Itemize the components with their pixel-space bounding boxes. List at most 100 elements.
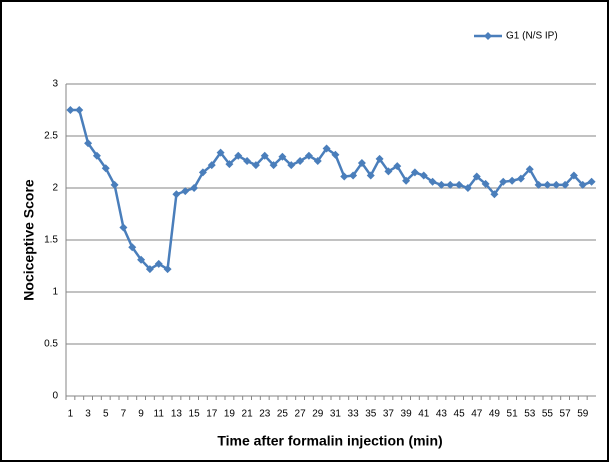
data-point xyxy=(569,171,578,180)
data-point xyxy=(578,180,587,189)
data-point xyxy=(490,190,499,199)
x-tick-label: 39 xyxy=(401,409,413,420)
data-point xyxy=(552,180,561,189)
data-point xyxy=(216,148,225,157)
data-point xyxy=(375,154,384,163)
x-tick-label: 25 xyxy=(277,409,289,420)
data-point xyxy=(92,151,101,160)
data-point xyxy=(198,168,207,177)
data-point xyxy=(101,164,110,173)
data-point xyxy=(402,176,411,185)
y-tick-label: 0 xyxy=(52,391,58,402)
data-point xyxy=(534,180,543,189)
data-point xyxy=(340,172,349,181)
data-point xyxy=(410,168,419,177)
x-tick-label: 9 xyxy=(138,409,144,420)
data-point xyxy=(304,151,313,160)
data-point xyxy=(472,172,481,181)
data-point xyxy=(357,159,366,168)
x-tick-label: 45 xyxy=(454,409,466,420)
x-tick-label: 7 xyxy=(121,409,127,420)
x-tick-label: 19 xyxy=(224,409,236,420)
data-point xyxy=(313,156,322,165)
data-point xyxy=(499,177,508,186)
x-tick-label: 37 xyxy=(383,409,395,420)
data-point xyxy=(446,180,455,189)
x-tick-label: 5 xyxy=(103,409,109,420)
data-point xyxy=(428,177,437,186)
data-point xyxy=(75,106,84,114)
data-point xyxy=(243,156,252,165)
data-point xyxy=(154,259,163,268)
x-tick-label: 33 xyxy=(348,409,360,420)
data-point xyxy=(269,161,278,170)
data-point xyxy=(481,179,490,188)
data-point xyxy=(84,139,93,148)
legend-label: G1 (N/S IP) xyxy=(506,31,558,42)
x-tick-label: 3 xyxy=(85,409,91,420)
data-point xyxy=(384,167,393,176)
data-point xyxy=(128,243,137,252)
data-point xyxy=(172,190,181,199)
data-point xyxy=(516,174,525,183)
x-tick-label: 41 xyxy=(418,409,430,420)
x-tick-label: 35 xyxy=(365,409,377,420)
x-tick-label: 1 xyxy=(68,409,74,420)
data-point xyxy=(296,156,305,165)
data-point xyxy=(163,265,172,274)
data-point xyxy=(543,180,552,189)
y-tick-label: 3 xyxy=(52,79,58,90)
data-point xyxy=(437,180,446,189)
y-axis-title: Nociceptive Score xyxy=(21,179,37,301)
data-point xyxy=(66,106,75,114)
x-axis-title: Time after formalin injection (min) xyxy=(217,433,442,449)
data-point xyxy=(234,151,243,160)
data-point xyxy=(463,184,472,192)
data-point xyxy=(366,171,375,180)
data-point xyxy=(349,171,358,180)
x-tick-label: 57 xyxy=(560,409,572,420)
y-tick-label: 0.5 xyxy=(44,339,58,350)
data-point xyxy=(278,152,287,161)
y-tick-label: 2 xyxy=(52,183,58,194)
y-tick-label: 1 xyxy=(52,287,58,298)
x-tick-label: 27 xyxy=(295,409,307,420)
data-point xyxy=(287,161,296,170)
x-tick-label: 13 xyxy=(171,409,183,420)
x-tick-label: 11 xyxy=(154,409,165,420)
legend-marker xyxy=(484,32,492,40)
data-point xyxy=(207,161,216,170)
x-tick-label: 23 xyxy=(259,409,271,420)
data-point xyxy=(260,151,269,160)
data-point xyxy=(331,150,340,159)
x-tick-label: 51 xyxy=(507,409,519,420)
x-tick-label: 55 xyxy=(542,409,554,420)
data-point xyxy=(181,187,190,196)
data-point xyxy=(587,177,596,186)
data-point xyxy=(508,176,517,185)
data-point xyxy=(137,255,146,264)
x-tick-label: 47 xyxy=(471,409,483,420)
x-tick-label: 49 xyxy=(489,409,501,420)
x-tick-label: 53 xyxy=(524,409,536,420)
data-point xyxy=(119,223,128,232)
data-point xyxy=(251,161,260,170)
data-point xyxy=(110,180,119,189)
x-tick-label: 31 xyxy=(330,409,342,420)
data-point xyxy=(419,171,428,180)
data-point xyxy=(322,144,331,153)
data-point xyxy=(190,184,199,192)
data-point xyxy=(225,160,234,169)
x-tick-label: 17 xyxy=(206,409,218,420)
x-tick-label: 15 xyxy=(189,409,201,420)
x-tick-label: 29 xyxy=(312,409,324,420)
data-point xyxy=(561,180,570,189)
data-point xyxy=(393,162,402,171)
data-point xyxy=(455,180,464,189)
data-point xyxy=(525,165,534,174)
y-tick-label: 1.5 xyxy=(44,235,58,246)
x-tick-label: 21 xyxy=(242,409,254,420)
y-tick-label: 2.5 xyxy=(44,131,58,142)
